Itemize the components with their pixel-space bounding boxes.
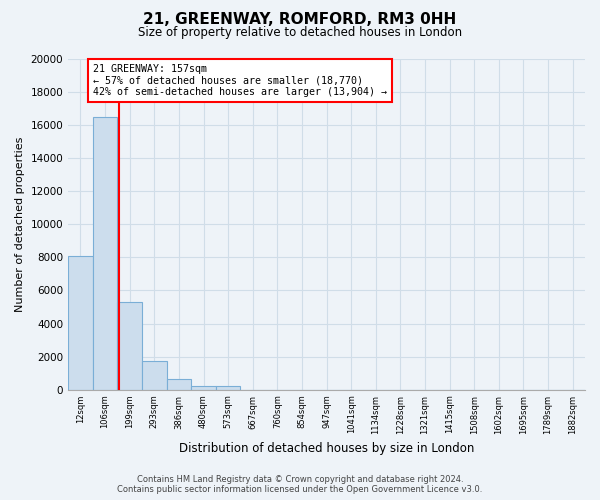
Bar: [68, 256, 93, 390]
Bar: [118, 302, 142, 390]
X-axis label: Distribution of detached houses by size in London: Distribution of detached houses by size …: [179, 442, 474, 455]
Text: 21, GREENWAY, ROMFORD, RM3 0HH: 21, GREENWAY, ROMFORD, RM3 0HH: [143, 12, 457, 28]
Text: Size of property relative to detached houses in London: Size of property relative to detached ho…: [138, 26, 462, 39]
Bar: [142, 360, 167, 390]
Text: 21 GREENWAY: 157sqm
← 57% of detached houses are smaller (18,770)
42% of semi-de: 21 GREENWAY: 157sqm ← 57% of detached ho…: [93, 64, 387, 97]
Bar: [167, 379, 191, 390]
Y-axis label: Number of detached properties: Number of detached properties: [15, 136, 25, 312]
Text: Contains HM Land Registry data © Crown copyright and database right 2024.
Contai: Contains HM Land Registry data © Crown c…: [118, 474, 482, 494]
Bar: [93, 117, 118, 390]
Bar: [216, 386, 241, 390]
Bar: [191, 386, 216, 390]
